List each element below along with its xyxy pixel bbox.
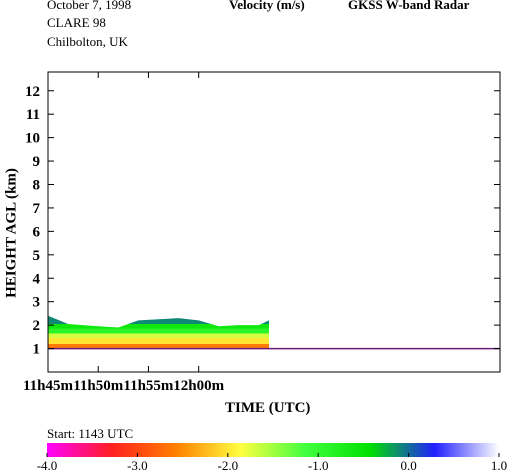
x-tick-label: 12h00m	[173, 378, 224, 394]
colorbar-tick-label: -3.0	[127, 458, 148, 473]
y-tick-label: 12	[25, 84, 40, 100]
y-tick-label: 5	[33, 248, 41, 264]
y-tick-label: 10	[25, 131, 40, 147]
x-tick-label: 11h45m	[23, 378, 74, 394]
x-tick-label: 11h55m	[123, 378, 174, 394]
header-date: October 7, 1998	[47, 0, 132, 12]
header-campaign: CLARE 98	[47, 15, 106, 30]
header-site: Chilbolton, UK	[47, 34, 128, 49]
y-tick-label: 7	[33, 201, 41, 217]
header-quantity: Velocity (m/s)	[229, 0, 305, 12]
header-instrument: GKSS W-band Radar	[348, 0, 470, 12]
x-axis-label: TIME (UTC)	[225, 400, 311, 416]
y-tick-label: 11	[26, 107, 40, 123]
colorbar-tick-label: -2.0	[218, 458, 239, 473]
y-tick-label: 9	[33, 154, 41, 170]
start-label: Start: 1143 UTC	[47, 426, 134, 441]
colorbar-tick-label: 1.0	[491, 458, 507, 473]
y-tick-label: 8	[33, 178, 41, 194]
colorbar-tick-label: -1.0	[308, 458, 329, 473]
colorbar: -4.0 -3.0 -2.0 -1.0 0.0 1.0	[37, 443, 507, 473]
x-axis: 11h45m 11h50m 11h55m 12h00m	[23, 72, 225, 394]
plot-frame	[47, 71, 501, 373]
colorbar-tick-label: 0.0	[400, 458, 416, 473]
y-tick-label: 6	[33, 224, 41, 240]
y-tick-label: 1	[33, 342, 41, 358]
colorbar-tick-label: -4.0	[37, 458, 58, 473]
echo-layer	[48, 315, 500, 350]
x-tick-label: 11h50m	[73, 378, 124, 394]
echo-layer-area	[48, 315, 269, 349]
colorbar-gradient	[47, 443, 499, 457]
y-tick-label: 3	[33, 295, 41, 311]
y-tick-label: 4	[33, 271, 41, 287]
y-tick-label: 2	[33, 318, 41, 334]
